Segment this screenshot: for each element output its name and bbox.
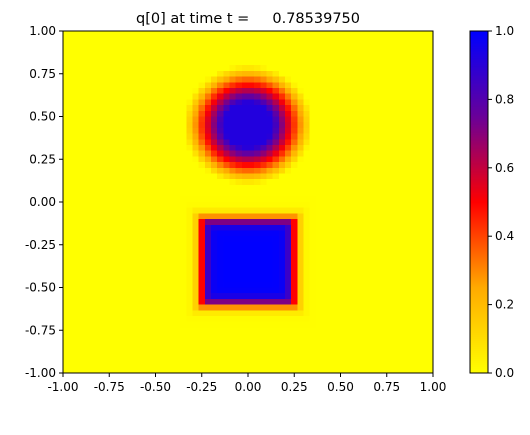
colorbar-tick-label: 0.0 [495,366,514,380]
y-tick-label: 0.00 [29,195,56,209]
x-tick-label: 0.25 [281,380,308,394]
y-tick-label: 1.00 [29,24,56,38]
colorbar-tick-label: 1.0 [495,24,514,38]
y-tick-label: -1.00 [25,366,56,380]
x-tick-label: -1.00 [47,380,78,394]
y-tick-label: 0.75 [29,67,56,81]
chart-title: q[0] at time t = 0.78539750 [136,11,360,27]
y-tick-label: -0.75 [25,323,56,337]
x-tick-label: 1.00 [420,380,447,394]
x-tick-label: -0.25 [186,380,217,394]
x-tick-label: 0.00 [235,380,262,394]
y-tick-label: 0.50 [29,110,56,124]
y-tick-label: -0.25 [25,238,56,252]
y-axis: 1.00 0.75 0.50 0.25 0.00 -0.25 -0.50 -0.75 -1.00 [25,24,63,380]
heatmap-image [63,31,433,373]
colorbar-gradient [470,31,488,373]
x-tick-label: -0.75 [94,380,125,394]
x-tick-label: -0.50 [140,380,171,394]
colorbar-tick-label: 0.2 [495,298,514,312]
colorbar [469,30,489,374]
colorbar-tick-label: 0.4 [495,229,514,243]
colorbar-tick-label: 0.8 [495,92,514,106]
colorbar-frame [469,30,489,374]
x-axis: -1.00 -0.75 -0.50 -0.25 0.00 0.25 0.50 0.75 1.00 [47,373,446,394]
colorbar-tick-label: 0.6 [495,161,514,175]
y-tick-label: 0.25 [29,152,56,166]
x-tick-label: 0.75 [373,380,400,394]
y-tick-label: -0.50 [25,281,56,295]
x-tick-label: 0.50 [327,380,354,394]
colorbar-axis: 1.0 0.8 0.6 0.4 0.2 0.0 [488,24,514,380]
plot-area [62,30,434,374]
